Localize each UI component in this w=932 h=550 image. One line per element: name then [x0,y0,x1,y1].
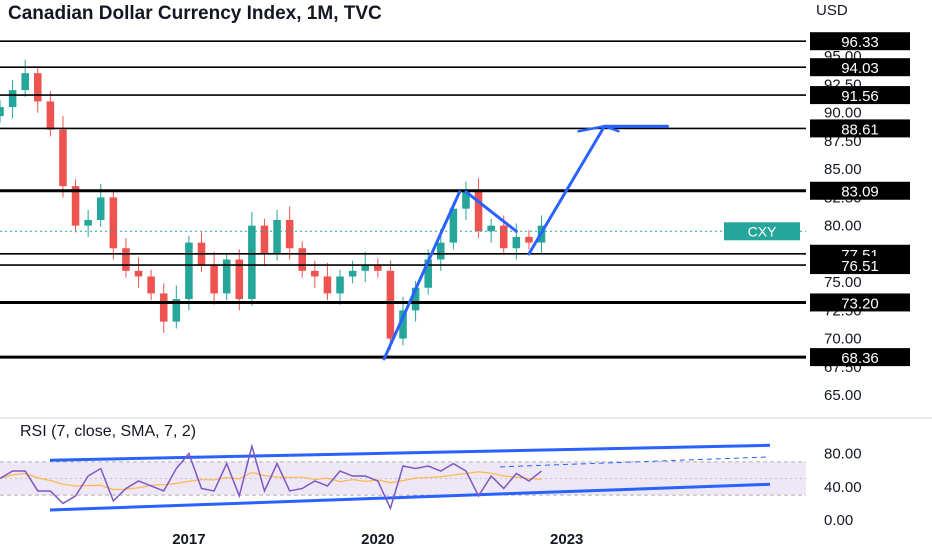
candle-body [348,270,357,277]
candle-body [8,90,17,108]
y-tick-label: 90.00 [824,105,862,122]
level-price-box [810,348,910,367]
candle-body [374,265,382,271]
candle-body [273,220,281,254]
level-price-label: 73.20 [841,295,879,312]
candle-body [84,220,92,226]
x-tick-label: 2017 [172,531,205,548]
candle-body [172,299,181,322]
candle-body [0,107,4,117]
trendline [382,190,462,361]
candle-body [46,101,55,130]
candle-body [399,310,407,339]
candle-body [260,225,269,254]
candle-body [525,236,533,243]
candle-body [437,242,445,260]
trendline [527,124,606,256]
candle-body [34,73,42,102]
candle-body [222,259,231,294]
candle-body [134,270,143,277]
candle-body [248,225,256,300]
rsi-title: RSI (7, close, SMA, 7, 2) [20,423,197,440]
candle-body [298,248,307,271]
candle-body [122,248,130,271]
level-price-label: 96.33 [841,34,879,51]
level-price-box [810,119,910,138]
candle-body [71,186,80,226]
candle-body [487,225,495,232]
level-price-label: 94.03 [841,60,879,77]
level-price-box [810,256,910,275]
candle-body [512,236,521,249]
rsi-tick-label: 40.00 [824,479,862,496]
y-tick-label: 70.00 [824,331,862,348]
currency-label: USD [816,2,848,19]
arrow-head [577,125,620,133]
chart-title: Canadian Dollar Currency Index, 1M, TVC [8,3,382,24]
y-tick-label: 65.00 [824,387,862,404]
candle-body [285,220,294,249]
level-price-label: 91.56 [841,88,879,105]
symbol-badge-label: CXY [748,223,777,239]
rsi-line [0,443,542,511]
rsi-tick-label: 0.00 [824,512,853,529]
candle-body [21,73,29,91]
candle-body [386,270,395,339]
candle-body [147,276,155,294]
x-tick-label: 2023 [550,531,583,548]
rsi-tick-label: 80.00 [824,446,862,463]
candle-body [159,293,168,322]
candle-body [449,208,458,243]
level-price-box [810,58,910,77]
trendline [464,190,518,233]
candle-body [361,265,369,271]
level-price-box [810,181,910,200]
y-tick-label: 80.00 [824,218,862,235]
candle-body [474,191,483,232]
candle-body [210,265,218,294]
level-price-label: 68.36 [841,350,879,367]
candle-body [411,287,420,311]
candle-body [499,225,508,249]
candle-body [96,197,105,220]
candle-body [462,191,470,209]
candle-body [336,276,344,294]
rsi-channel-top [49,443,771,462]
x-tick-label: 2020 [361,531,394,548]
rsi-channel-mid [499,456,771,468]
y-tick-label: 85.00 [824,161,862,178]
candle-body [109,197,118,249]
candle-body [185,242,193,300]
level-price-label: 83.09 [841,184,879,201]
rsi-channel-bottom [49,482,771,512]
level-price-box [810,293,910,312]
level-price-box [810,32,910,51]
candle-body [424,259,432,288]
level-price-label: 88.61 [841,121,879,138]
candle-body [235,259,244,300]
symbol-badge [724,222,800,241]
candle-body [311,270,319,277]
candle-body [59,129,67,187]
y-tick-label: 75.00 [824,274,862,291]
level-price-box [810,86,910,105]
level-price-label: 76.51 [841,258,879,275]
candle-body [323,276,332,294]
